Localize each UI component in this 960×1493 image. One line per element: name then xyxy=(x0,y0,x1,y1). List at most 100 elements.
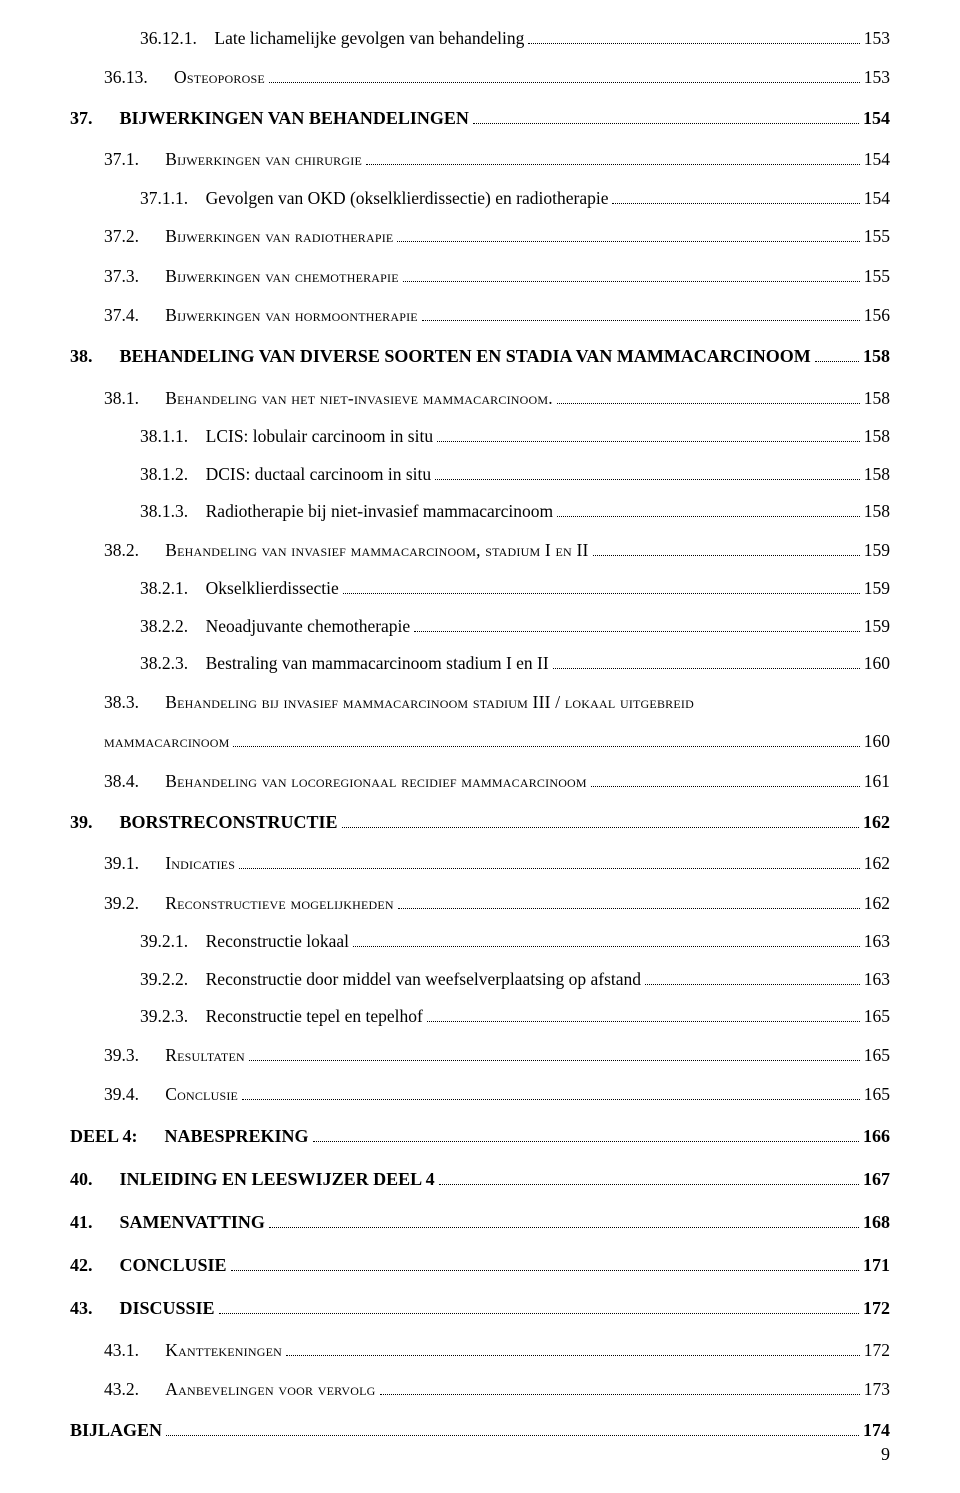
toc-entry-number: 40. xyxy=(70,1158,93,1201)
toc-entry-title: Behandeling van invasief mammacarcinoom,… xyxy=(165,531,588,570)
toc-entry-gap xyxy=(188,418,206,456)
toc-entry-title: Osteoporose xyxy=(174,58,265,97)
toc-entry: 38. BEHANDELING VAN DIVERSE SOORTEN EN S… xyxy=(70,335,890,378)
toc-entry-gap xyxy=(93,1158,120,1201)
toc-entry-gap xyxy=(188,923,206,961)
toc-entry-number: 38. xyxy=(70,335,93,378)
toc-entry-gap xyxy=(138,1115,165,1158)
toc-entry-number: 39.2. xyxy=(104,884,139,923)
toc-entry-title: NABESPREKING xyxy=(165,1115,309,1158)
toc-entry-number: 39.2.1. xyxy=(140,923,188,961)
toc-leader-dots xyxy=(269,1214,859,1229)
toc-entry-title: Bijwerkingen van radiotherapie xyxy=(165,217,393,256)
toc-leader-dots xyxy=(593,542,860,556)
toc-leader-dots xyxy=(366,151,860,165)
toc-entry-page: 158 xyxy=(864,493,890,531)
table-of-contents: 36.12.1. Late lichamelijke gevolgen van … xyxy=(70,20,890,1453)
toc-entry-gap xyxy=(139,296,165,335)
toc-leader-dots xyxy=(343,580,860,594)
toc-entry-title: DISCUSSIE xyxy=(120,1287,215,1330)
toc-leader-dots xyxy=(249,1047,860,1061)
toc-entry-number: 36.12.1. xyxy=(140,20,197,58)
toc-entry-gap xyxy=(93,1287,120,1330)
toc-entry: 38.2. Behandeling van invasief mammacarc… xyxy=(104,531,890,570)
toc-entry-title: BORSTRECONSTRUCTIE xyxy=(120,801,338,844)
toc-entry: 37.4. Bijwerkingen van hormoontherapie 1… xyxy=(104,296,890,335)
toc-leader-dots xyxy=(528,30,859,44)
toc-entry-gap xyxy=(139,1075,165,1114)
toc-entry-title: Neoadjuvante chemotherapie xyxy=(206,608,411,646)
toc-entry-number: 42. xyxy=(70,1244,93,1287)
toc-entry: 39.3. Resultaten 165 xyxy=(104,1036,890,1075)
toc-entry-number: 39.3. xyxy=(104,1036,139,1075)
toc-entry-page: 155 xyxy=(864,217,890,256)
toc-entry-number: 43. xyxy=(70,1287,93,1330)
toc-entry-page: 159 xyxy=(864,608,890,646)
toc-entry-title: Resultaten xyxy=(165,1036,245,1075)
toc-leader-dots xyxy=(219,1300,859,1315)
toc-entry-title: Kanttekeningen xyxy=(165,1331,282,1370)
toc-entry-title: SAMENVATTING xyxy=(120,1201,265,1244)
toc-entry: 38.1.2. DCIS: ductaal carcinoom in situ … xyxy=(140,456,890,494)
toc-entry: 36.12.1. Late lichamelijke gevolgen van … xyxy=(140,20,890,58)
toc-entry: 39.2.3. Reconstructie tepel en tepelhof … xyxy=(140,998,890,1036)
toc-entry: 37.2. Bijwerkingen van radiotherapie 155 xyxy=(104,217,890,256)
toc-leader-dots xyxy=(473,110,859,125)
toc-entry-number: 37.4. xyxy=(104,296,139,335)
toc-entry-gap xyxy=(139,217,165,256)
toc-entry-page: 173 xyxy=(864,1370,890,1409)
toc-leader-dots xyxy=(403,267,860,281)
toc-entry-gap xyxy=(148,58,174,97)
toc-entry: 38.1.3. Radiotherapie bij niet-invasief … xyxy=(140,493,890,531)
toc-entry-page: 162 xyxy=(864,884,890,923)
toc-entry-number: 38.1.3. xyxy=(140,493,188,531)
toc-leader-dots xyxy=(645,971,860,985)
toc-entry-gap xyxy=(188,998,206,1036)
toc-entry: 43. DISCUSSIE 172 xyxy=(70,1287,890,1330)
toc-entry-page: 168 xyxy=(863,1201,890,1244)
toc-entry-gap xyxy=(139,1036,165,1075)
toc-entry-title: Reconstructie tepel en tepelhof xyxy=(206,998,423,1036)
toc-entry-title: Conclusie xyxy=(165,1075,238,1114)
toc-entry-title: Gevolgen van OKD (okselklierdissectie) e… xyxy=(206,180,609,218)
toc-entry-number: 38.2.3. xyxy=(140,645,188,683)
toc-entry-title: Late lichamelijke gevolgen van behandeli… xyxy=(214,20,524,58)
toc-leader-dots xyxy=(612,189,859,203)
toc-entry: 39.1. Indicaties 162 xyxy=(104,844,890,883)
toc-leader-dots xyxy=(427,1008,860,1022)
toc-entry-gap xyxy=(188,493,206,531)
toc-entry-page: 161 xyxy=(864,762,890,801)
toc-entry-number: 38.1.1. xyxy=(140,418,188,456)
toc-entry: 36.13. Osteoporose 153 xyxy=(104,58,890,97)
toc-entry-gap xyxy=(93,97,120,140)
toc-leader-dots xyxy=(342,814,859,829)
toc-entry-number: 43.2. xyxy=(104,1370,139,1409)
page: 36.12.1. Late lichamelijke gevolgen van … xyxy=(0,0,960,1493)
toc-entry-page: 163 xyxy=(864,923,890,961)
toc-leader-dots xyxy=(815,348,859,363)
toc-leader-dots xyxy=(557,389,860,403)
toc-entry-page: 156 xyxy=(864,296,890,335)
toc-entry-title: Reconstructieve mogelijkheden xyxy=(165,884,394,923)
toc-entry: 38.4. Behandeling van locoregionaal reci… xyxy=(104,762,890,801)
toc-entry: BIJLAGEN 174 xyxy=(70,1409,890,1452)
toc-entry: 38.2.1. Okselklierdissectie 159 xyxy=(140,570,890,608)
toc-entry-title: Okselklierdissectie xyxy=(206,570,339,608)
toc-leader-dots xyxy=(242,1086,860,1100)
toc-entry-title: Behandeling van locoregionaal recidief m… xyxy=(165,762,587,801)
toc-leader-dots xyxy=(286,1342,860,1356)
toc-entry: 37.3. Bijwerkingen van chemotherapie 155 xyxy=(104,257,890,296)
toc-entry-page: 158 xyxy=(864,456,890,494)
toc-entry-gap xyxy=(93,1244,120,1287)
toc-entry-number: 38.2.1. xyxy=(140,570,188,608)
toc-entry: 43.2. Aanbevelingen voor vervolg 173 xyxy=(104,1370,890,1409)
toc-entry-number: 37.1.1. xyxy=(140,180,188,218)
toc-entry-title: Reconstructie lokaal xyxy=(206,923,349,961)
toc-entry-page: 163 xyxy=(864,961,890,999)
toc-entry-page: 165 xyxy=(864,998,890,1036)
toc-entry-gap xyxy=(139,379,165,418)
toc-entry-number: 39.1. xyxy=(104,844,139,883)
toc-entry-page: 158 xyxy=(864,379,890,418)
toc-entry: 40. INLEIDING EN LEESWIJZER DEEL 4 167 xyxy=(70,1158,890,1201)
toc-entry-page: 153 xyxy=(864,58,890,97)
